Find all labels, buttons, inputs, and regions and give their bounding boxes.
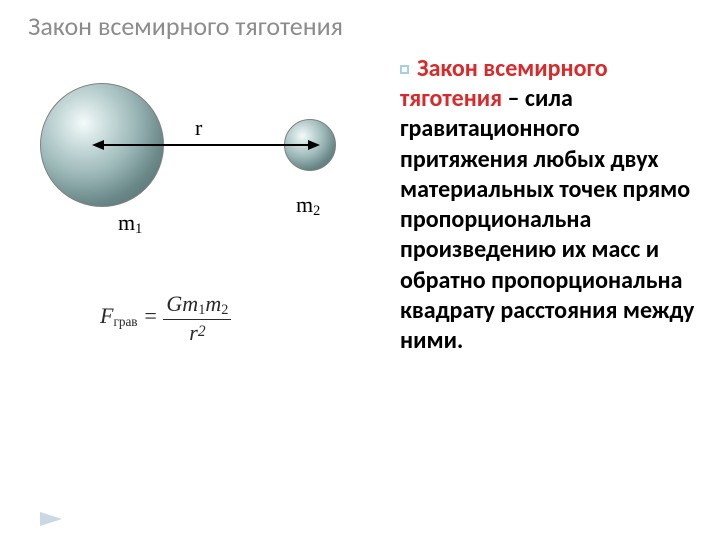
page-title: Закон всемирного тяготения xyxy=(28,10,343,42)
formula-G: G xyxy=(166,291,182,316)
formula-m2-sub: 2 xyxy=(221,302,228,318)
label-m2: m2 xyxy=(296,192,320,220)
label-r: r xyxy=(195,115,202,141)
gravity-diagram: r m1 m2 xyxy=(30,60,370,240)
gravity-formula: Fграв = Gm1m2 r2 xyxy=(100,292,231,344)
formula-r-exp: 2 xyxy=(198,323,206,340)
definition-black: – сила гравитационного притяжения любых … xyxy=(400,84,694,355)
distance-arrow-line xyxy=(102,144,310,146)
formula-F: F xyxy=(100,303,113,328)
bullet-icon xyxy=(400,65,409,74)
formula-r: r xyxy=(189,320,198,345)
arrow-head-left-icon xyxy=(92,140,104,150)
m2-sub: 2 xyxy=(313,203,320,219)
label-m1: m1 xyxy=(118,210,142,238)
formula-m2: m xyxy=(205,291,221,316)
m1-text: m xyxy=(118,210,135,235)
formula-m1: m xyxy=(182,291,198,316)
corner-arrow-icon xyxy=(40,512,62,526)
definition-block: Закон всемирного тяготения – сила гравит… xyxy=(400,54,700,356)
formula-equals: = xyxy=(143,303,163,328)
formula-fraction: Gm1m2 r2 xyxy=(163,292,231,344)
m2-text: m xyxy=(296,192,313,217)
m1-sub: 1 xyxy=(135,221,142,237)
definition-text: Закон всемирного тяготения – сила гравит… xyxy=(400,54,700,356)
formula-F-sub: грав xyxy=(113,314,137,329)
arrow-head-right-icon xyxy=(308,140,320,150)
